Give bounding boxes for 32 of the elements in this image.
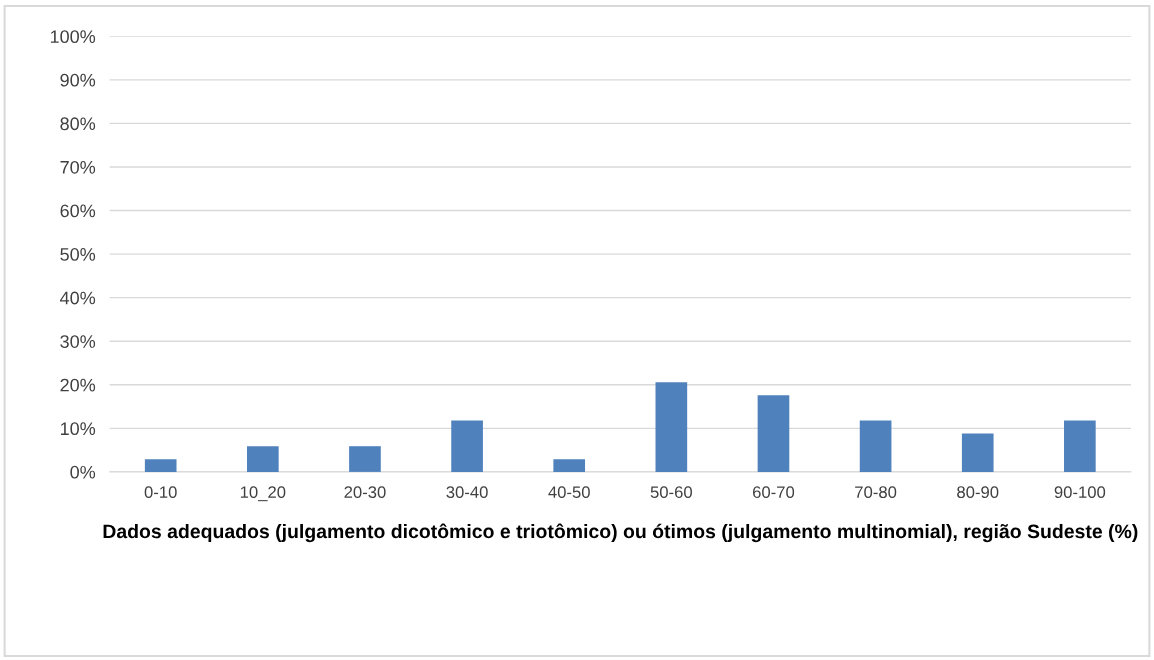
x-tick-label: 30-40 xyxy=(446,486,488,499)
x-tick-label: 80-90 xyxy=(957,486,999,499)
y-tick-label: 20% xyxy=(60,378,96,392)
bar xyxy=(349,446,381,472)
x-tick-label: 50-60 xyxy=(650,486,692,499)
bar xyxy=(757,395,790,472)
bar xyxy=(553,459,586,472)
x-tick-label: 10_20 xyxy=(240,486,286,502)
y-tick-label: 90% xyxy=(60,73,96,87)
x-tick-label: 40-50 xyxy=(548,486,590,499)
y-tick-label: 30% xyxy=(60,335,96,348)
bar xyxy=(859,420,892,472)
bar xyxy=(246,446,279,472)
bar xyxy=(451,420,483,472)
y-tick-label: 40% xyxy=(60,291,96,305)
x-tick-label: 20-30 xyxy=(344,486,386,499)
y-tick-label: 80% xyxy=(60,117,96,131)
y-tick-label: 50% xyxy=(60,248,96,261)
x-tick-label: 90-100 xyxy=(1054,486,1106,499)
x-tick-label: 60-70 xyxy=(753,486,795,499)
bar xyxy=(961,433,994,472)
bar xyxy=(655,382,688,472)
x-axis-title: Dados adequados (julgamento dicotômico e triotômico) ou ótimos (julgamento multinomial), região Sudeste (%) xyxy=(103,523,1138,543)
bar xyxy=(1064,420,1096,472)
x-tick-label: 0-10 xyxy=(144,486,177,499)
y-tick-label: 60% xyxy=(60,204,96,218)
bar xyxy=(144,459,177,472)
y-tick-label: 100% xyxy=(50,30,96,44)
y-tick-label: 0% xyxy=(70,465,96,479)
y-tick-label: 70% xyxy=(60,160,96,174)
y-tick-label: 10% xyxy=(60,422,96,436)
x-tick-label: 70-80 xyxy=(855,486,897,499)
